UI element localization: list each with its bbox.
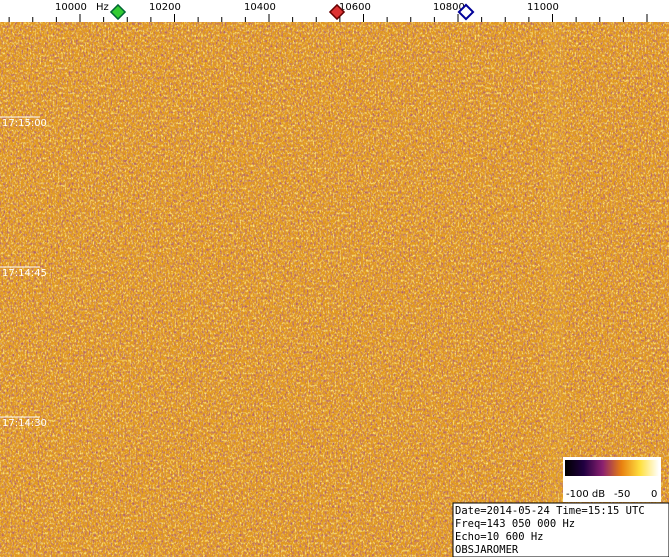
- tick-marks: [8, 14, 648, 22]
- legend-label: -50: [614, 489, 630, 500]
- legend-label: -100 dB: [566, 489, 605, 500]
- waterfall: [0, 22, 669, 557]
- freq-label: 10000: [55, 2, 87, 13]
- freq-label: 10200: [149, 2, 181, 13]
- marker-blue[interactable]: [457, 3, 475, 21]
- time-label: 17:14:45: [2, 268, 47, 279]
- marker-green[interactable]: [109, 3, 127, 21]
- info-line: Echo=10 600 Hz: [455, 531, 544, 543]
- time-label: 17:15:00: [2, 118, 47, 129]
- info-line: Freq=143 050 000 Hz: [455, 518, 575, 530]
- legend-label: 0: [651, 489, 657, 500]
- freq-label: 10800: [433, 2, 465, 13]
- info-line: OBSJAROMER: [455, 544, 519, 556]
- time-marks: [0, 116, 40, 418]
- time-label: 17:14:30: [2, 418, 47, 429]
- freq-unit: Hz: [96, 2, 109, 13]
- freq-label: 10400: [244, 2, 276, 13]
- info-line: Date=2014-05-24 Time=15:15 UTC: [455, 505, 645, 517]
- info-box: [452, 502, 669, 557]
- freq-label: 10600: [339, 2, 371, 13]
- freq-label: 11000: [527, 2, 559, 13]
- marker-red[interactable]: [328, 3, 346, 21]
- legend-gradient: [565, 460, 659, 476]
- faint-band: [545, 22, 565, 557]
